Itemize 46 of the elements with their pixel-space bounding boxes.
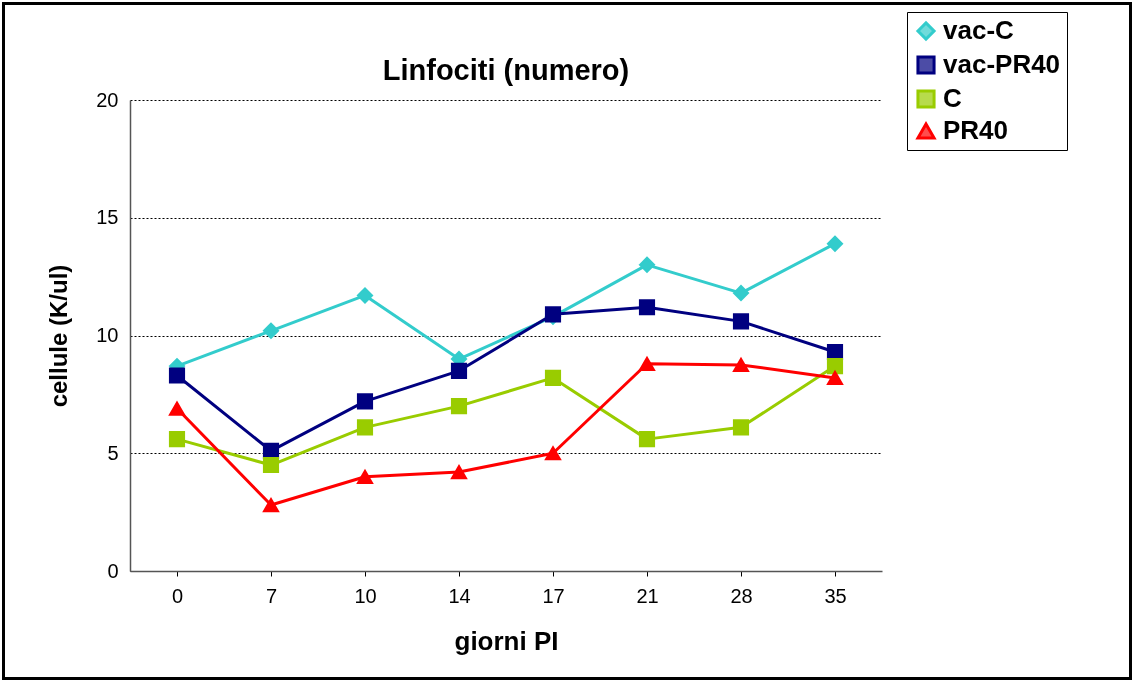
legend-label: vac-C — [943, 15, 1015, 45]
point — [356, 393, 374, 410]
y-tick-label: 10 — [96, 324, 119, 346]
y-tick-label: 5 — [107, 441, 119, 464]
point — [262, 456, 280, 474]
point — [638, 356, 656, 371]
point — [168, 401, 186, 416]
x-tick-label: 10 — [354, 584, 377, 607]
y-axis-title: cellule (K/ul) — [45, 264, 73, 408]
point — [638, 431, 656, 448]
point — [168, 431, 186, 448]
legend-label: vac-PR40 — [943, 49, 1061, 79]
x-tick-label: 14 — [448, 584, 471, 607]
point — [638, 256, 656, 273]
point — [638, 299, 656, 316]
point — [450, 464, 468, 480]
x-tick-label: 21 — [636, 584, 659, 607]
point — [732, 357, 750, 373]
point — [826, 370, 844, 386]
x-tick-label: 28 — [730, 584, 753, 607]
point — [732, 419, 750, 436]
point — [356, 287, 374, 304]
x-tick-label: 0 — [171, 584, 184, 607]
x-tick-label: 7 — [265, 584, 278, 607]
point — [262, 322, 280, 339]
point — [732, 285, 750, 302]
point — [450, 362, 468, 379]
y-tick-label: 20 — [96, 88, 119, 111]
legend-label: PR40 — [943, 115, 1009, 145]
point — [732, 313, 750, 330]
x-tick-label: 17 — [542, 584, 565, 607]
x-axis-title: giorni PI — [454, 625, 559, 656]
y-tick-label: 0 — [107, 559, 119, 582]
point — [356, 469, 374, 484]
point — [826, 235, 844, 252]
point — [262, 497, 280, 513]
y-tick-label: 15 — [96, 206, 119, 229]
legend-label: C — [943, 83, 962, 113]
point — [356, 419, 374, 436]
point — [544, 369, 562, 386]
point — [168, 367, 186, 384]
point — [826, 358, 844, 375]
x-tick-label: 35 — [824, 584, 847, 607]
chart-title: Linfociti (numero) — [382, 53, 630, 86]
point — [544, 446, 562, 461]
point — [450, 398, 468, 415]
